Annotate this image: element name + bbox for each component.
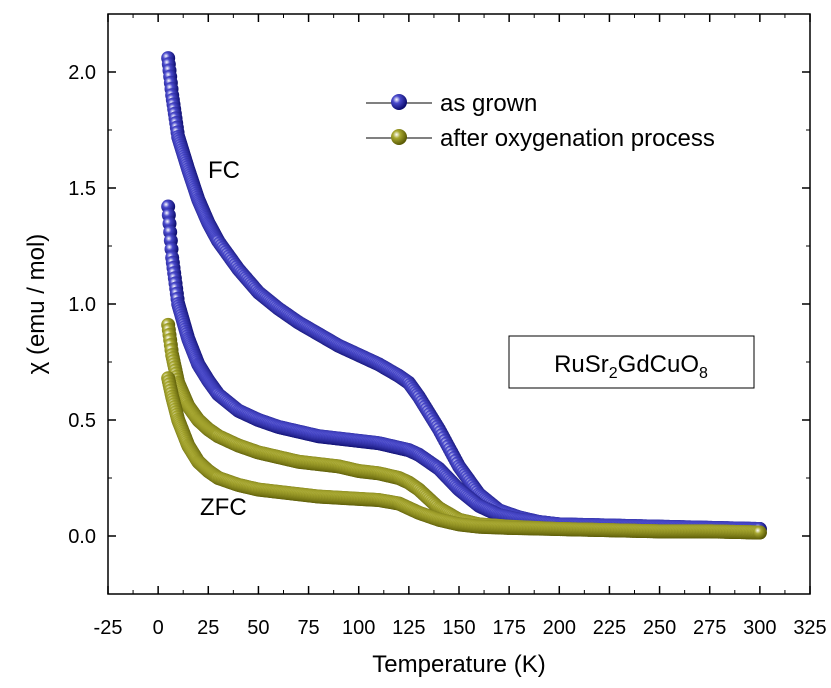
x-tick-label: -25 — [94, 617, 123, 639]
y-axis-title: χ (emu / mol) — [23, 234, 50, 375]
zfc-annotation: ZFC — [200, 494, 247, 521]
x-tick-label: 175 — [492, 617, 525, 639]
legend-marker-as-grown — [391, 94, 407, 110]
legend: as grown after oxygenation process — [366, 90, 715, 152]
x-tick-label: 250 — [643, 617, 676, 639]
x-tick-labels: -25 0 25 50 75 100 125 150 175 200 225 250 275 300 325 — [94, 617, 827, 639]
y-tick-label: 1.0 — [68, 294, 96, 316]
x-tick-label: 150 — [442, 617, 475, 639]
x-tick-label: 200 — [543, 617, 576, 639]
compound-label-box: RuSr2GdCuO8 — [508, 335, 755, 389]
data-points — [161, 51, 767, 540]
x-axis-title: Temperature (K) — [372, 651, 545, 678]
x-tick-label: 125 — [392, 617, 425, 639]
x-tick-label: 325 — [793, 617, 826, 639]
compound-subscript-2: 8 — [699, 365, 708, 382]
compound-subscript-1: 2 — [609, 365, 618, 382]
axis-ticks — [107, 13, 811, 595]
x-tick-label: 50 — [247, 617, 269, 639]
x-tick-label: 275 — [693, 617, 726, 639]
y-tick-label: 1.5 — [68, 178, 96, 200]
compound-part-1: RuSr — [554, 351, 609, 378]
x-tick-label: 0 — [153, 617, 164, 639]
compound-label: RuSr2GdCuO8 — [554, 351, 708, 382]
x-tick-label: 300 — [743, 617, 776, 639]
legend-label-oxygenation: after oxygenation process — [440, 125, 715, 152]
legend-label-as-grown: as grown — [440, 90, 537, 117]
y-tick-labels: 0.0 0.5 1.0 1.5 2.0 — [68, 62, 96, 548]
x-tick-label: 25 — [197, 617, 219, 639]
data-point-oxygenated-zfc — [752, 525, 767, 540]
y-tick-label: 0.5 — [68, 410, 96, 432]
y-tick-label: 2.0 — [68, 62, 96, 84]
fc-annotation: FC — [208, 157, 240, 184]
x-tick-label: 225 — [593, 617, 626, 639]
legend-marker-oxygenation — [391, 129, 407, 145]
y-tick-label: 0.0 — [68, 526, 96, 548]
compound-part-2: GdCuO — [618, 351, 699, 378]
compound-box — [508, 335, 755, 389]
x-tick-label: 75 — [297, 617, 319, 639]
x-tick-label: 100 — [342, 617, 375, 639]
